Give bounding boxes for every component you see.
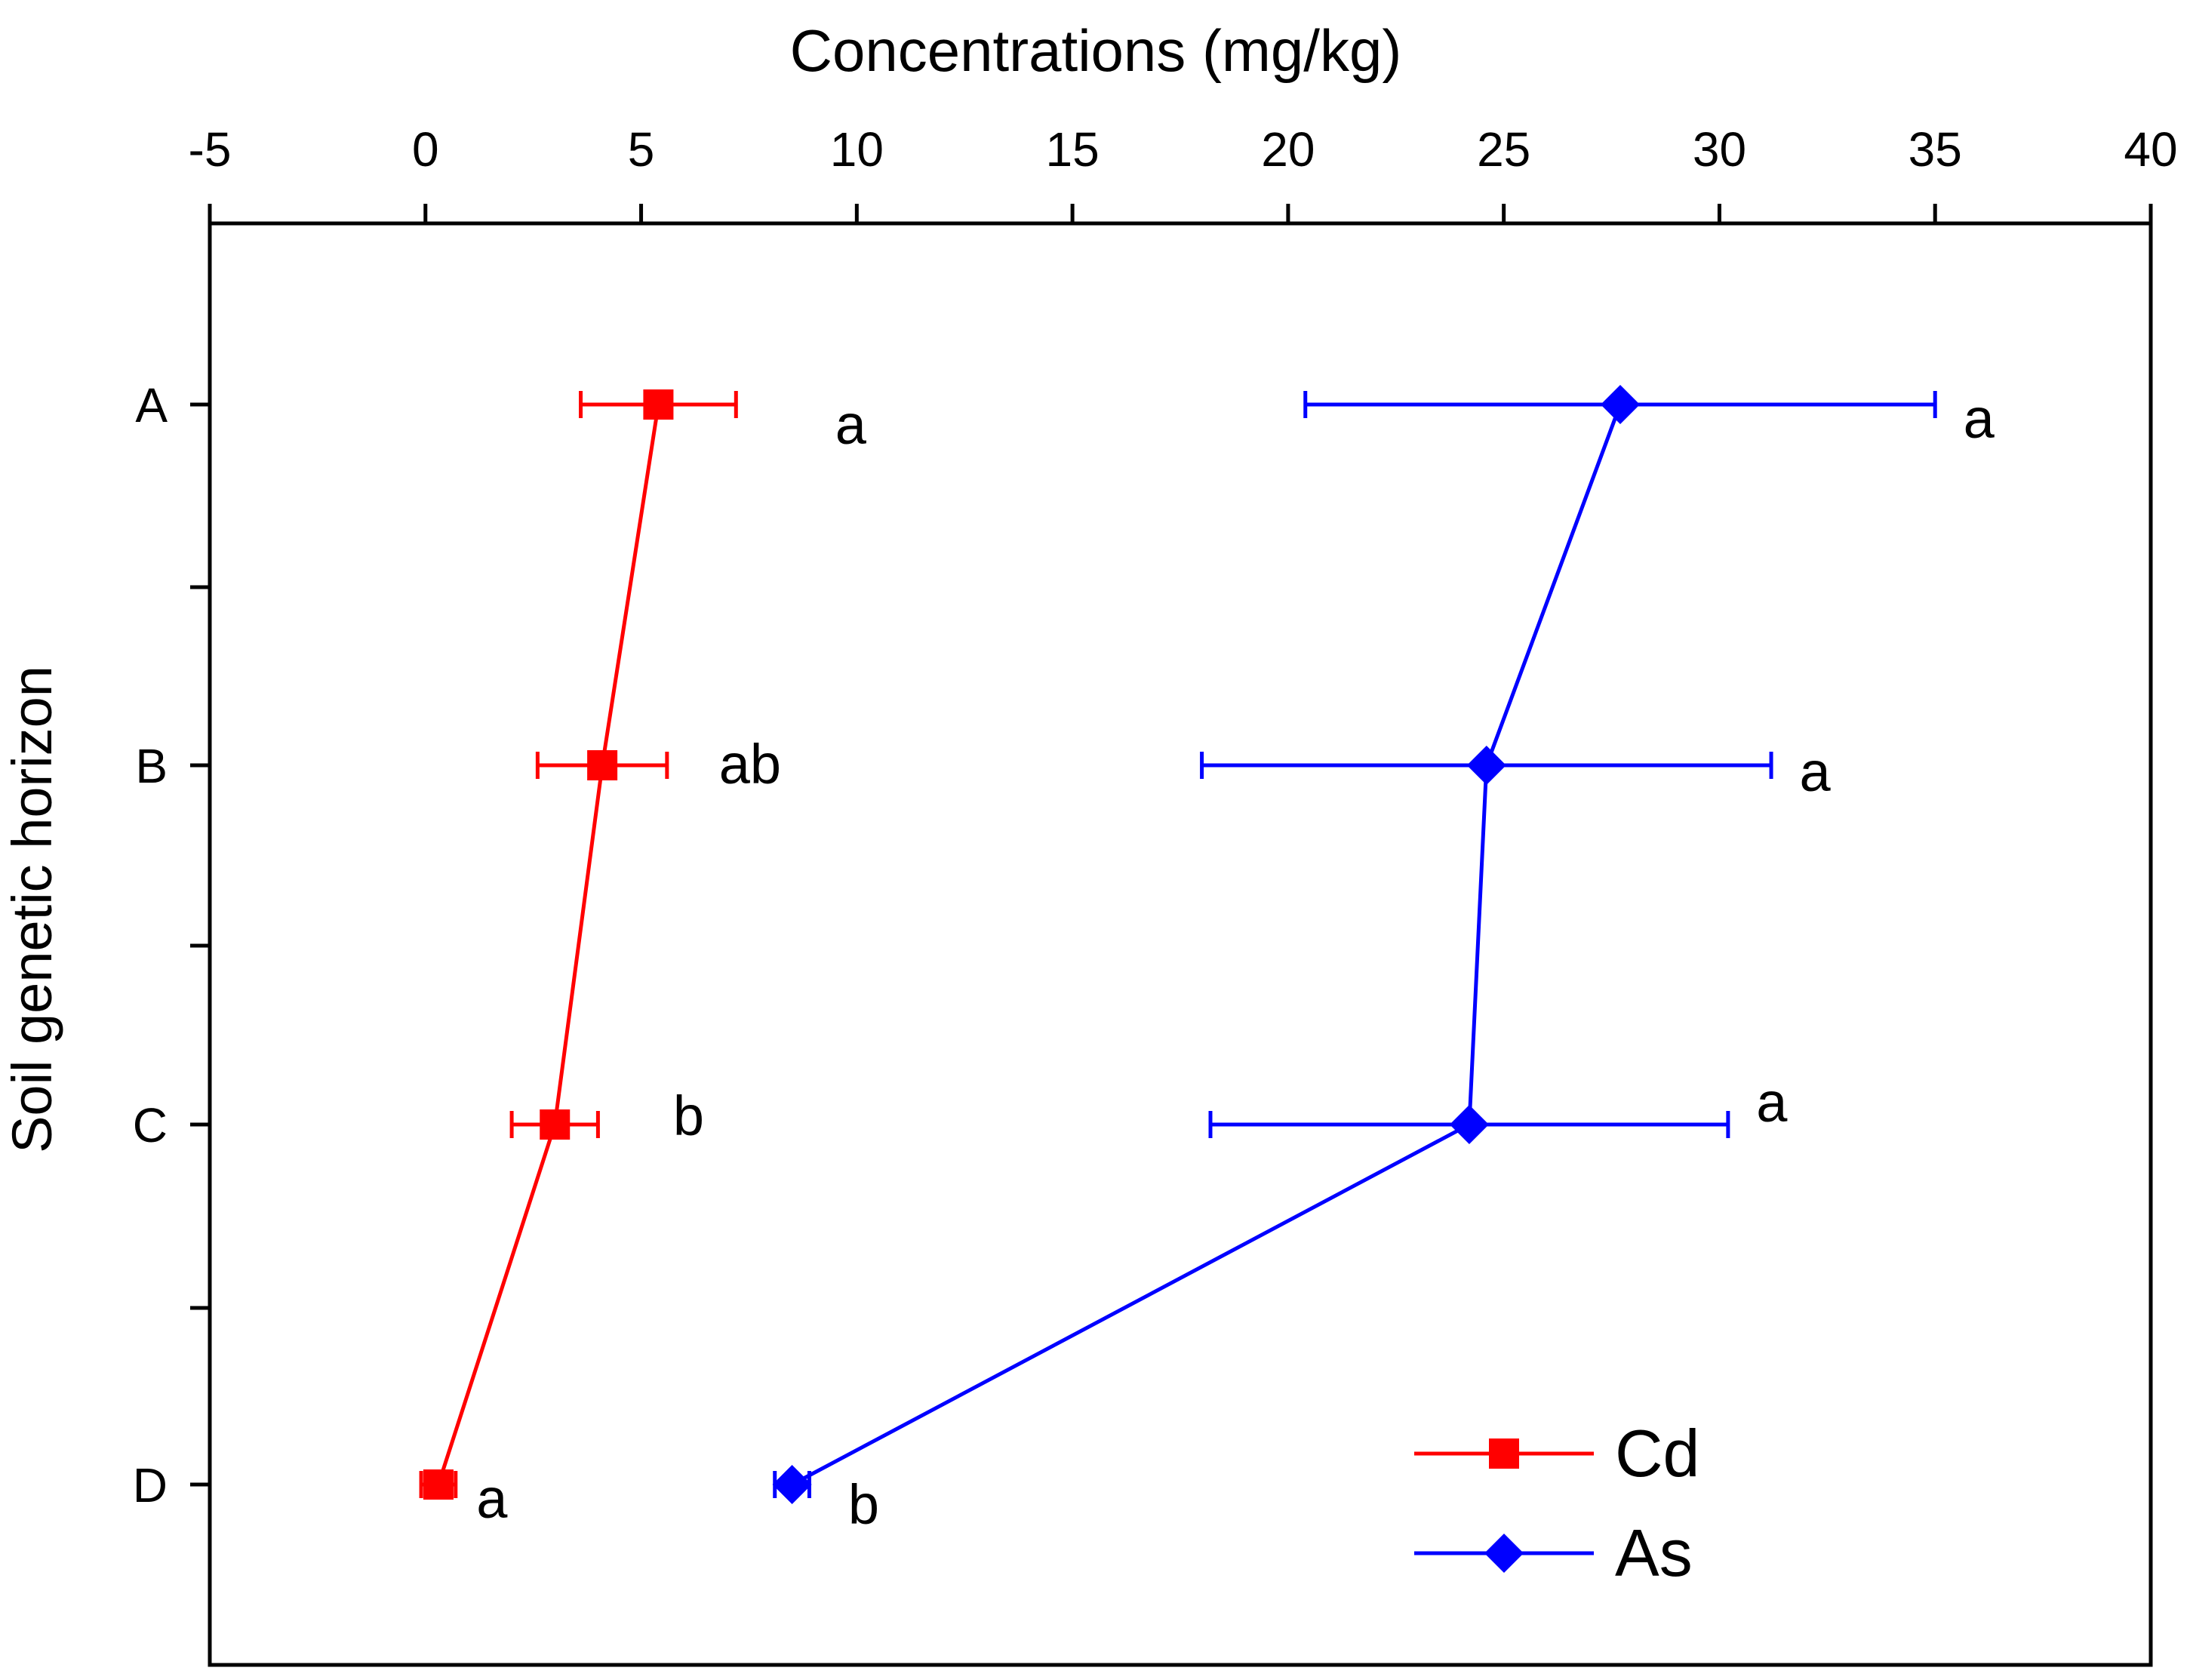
as-significance-label: a [1756,1071,1788,1134]
cd-point [643,389,674,420]
legend: Cd As [1414,1416,1700,1590]
legend-label: Cd [1615,1416,1700,1491]
as-point [1466,746,1506,785]
series-as: a a a b [772,385,1995,1536]
as-significance-label: b [848,1473,879,1536]
x-tick-label: 10 [830,122,884,177]
cd-line [436,404,660,1485]
x-tick-label: 30 [1693,122,1746,177]
x-tick-label: 25 [1477,122,1530,177]
as-point [1449,1105,1489,1144]
series-cd: a ab b a [419,389,867,1530]
x-tick-label: 35 [1909,122,1962,177]
as-point [1600,385,1640,424]
y-axis-ticks [190,402,210,1487]
y-tick-label: D [133,1458,168,1512]
x-tick-label: 20 [1261,122,1315,177]
cd-point [587,750,618,780]
x-tick-label: 5 [628,122,655,177]
y-axis-title: Soil genetic horizon [1,666,63,1153]
as-point [772,1465,812,1504]
x-tick-label: 0 [412,122,439,177]
y-tick-label: A [135,378,168,432]
y-tick-label: B [135,739,168,793]
legend-marker [1489,1438,1519,1469]
cd-significance-label: b [673,1085,704,1147]
x-axis-title: Concentrations (mg/kg) [790,17,1402,84]
cd-significance-label: a [835,393,867,456]
legend-label: As [1615,1515,1693,1590]
cd-point [423,1469,454,1500]
x-axis-ticks [208,204,2153,223]
legend-item-as: As [1414,1515,1693,1590]
cd-significance-label: ab [719,733,781,795]
y-tick-labels: A B C D [133,378,168,1512]
x-tick-label: 40 [2124,122,2177,177]
as-significance-label: a [1964,387,1995,450]
legend-marker [1484,1534,1524,1573]
as-line [791,404,1623,1487]
x-tick-label: 15 [1046,122,1100,177]
plot-frame [208,221,2153,1667]
as-significance-label: a [1799,740,1831,803]
legend-item-cd: Cd [1414,1416,1700,1491]
cd-point [540,1109,571,1140]
x-tick-labels: -5 0 5 10 15 20 25 30 35 40 [189,122,2178,177]
y-tick-label: C [133,1098,168,1152]
cd-significance-label: a [476,1467,508,1530]
x-tick-label: -5 [189,122,232,177]
